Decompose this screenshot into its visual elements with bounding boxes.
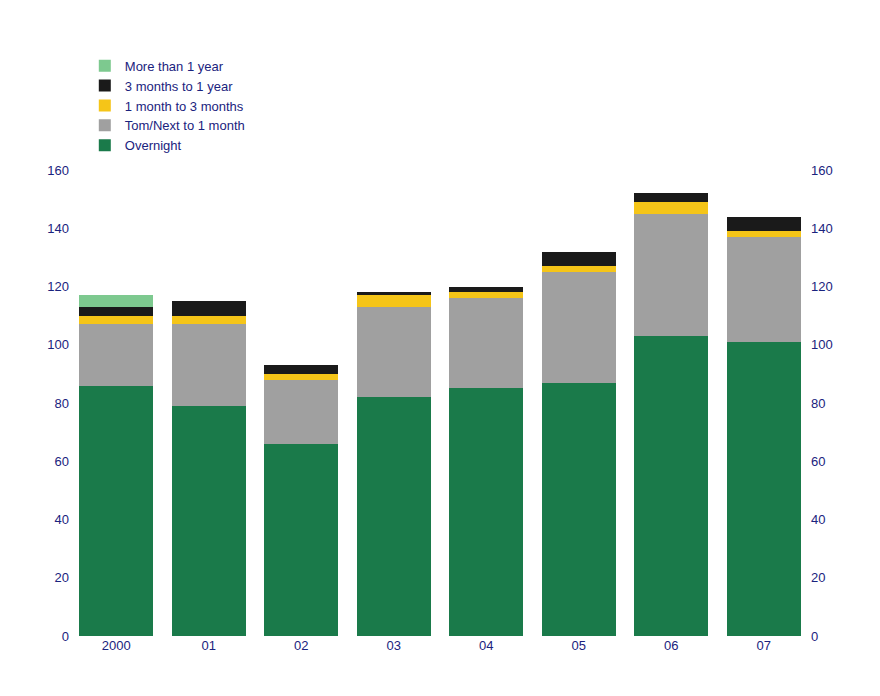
svg-text:80: 80 (811, 396, 825, 411)
svg-text:20: 20 (55, 570, 69, 585)
svg-text:60: 60 (55, 454, 69, 469)
svg-text:01: 01 (202, 638, 216, 653)
svg-text:2000: 2000 (102, 638, 131, 653)
svg-text:1 month to 3 months: 1 month to 3 months (125, 99, 244, 114)
svg-text:120: 120 (811, 279, 833, 294)
svg-text:03: 03 (387, 638, 401, 653)
svg-text:More than 1 year: More than 1 year (125, 59, 224, 74)
svg-text:04: 04 (479, 638, 493, 653)
svg-text:40: 40 (55, 512, 69, 527)
svg-text:160: 160 (47, 163, 69, 178)
svg-text:40: 40 (811, 512, 825, 527)
svg-text:140: 140 (811, 221, 833, 236)
svg-text:80: 80 (55, 396, 69, 411)
svg-text:07: 07 (757, 638, 771, 653)
svg-text:120: 120 (47, 279, 69, 294)
svg-text:Tom/Next to 1 month: Tom/Next to 1 month (125, 118, 245, 133)
svg-text:100: 100 (47, 337, 69, 352)
svg-text:Overnight: Overnight (125, 138, 182, 153)
svg-text:100: 100 (811, 337, 833, 352)
svg-text:0: 0 (62, 629, 69, 644)
svg-text:0: 0 (811, 629, 818, 644)
svg-text:02: 02 (294, 638, 308, 653)
svg-text:20: 20 (811, 570, 825, 585)
svg-text:160: 160 (811, 163, 833, 178)
svg-text:3 months to 1 year: 3 months to 1 year (125, 79, 233, 94)
svg-text:05: 05 (572, 638, 586, 653)
svg-text:60: 60 (811, 454, 825, 469)
svg-text:06: 06 (664, 638, 678, 653)
svg-text:140: 140 (47, 221, 69, 236)
